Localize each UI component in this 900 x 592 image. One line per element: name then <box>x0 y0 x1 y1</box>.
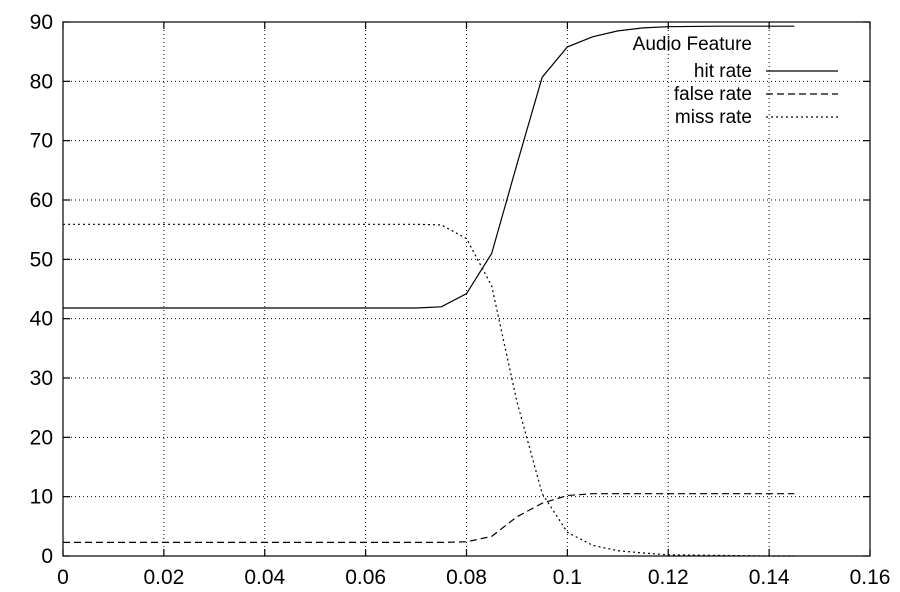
y-tick-label: 40 <box>30 308 53 331</box>
x-tick-label: 0.16 <box>850 566 891 589</box>
legend-label: hit rate <box>694 61 752 82</box>
x-tick-label: 0 <box>57 566 69 589</box>
y-tick-label: 30 <box>30 367 53 390</box>
y-tick-label: 20 <box>30 426 53 449</box>
x-tick-label: 0.12 <box>648 566 689 589</box>
x-tick-label: 0.02 <box>143 566 184 589</box>
axis-ticks: 0 0.02 0.04 0.06 0.08 0.1 0.12 0.14 0.16 0 10 20 30 4… <box>30 11 891 589</box>
x-tick-label: 0.06 <box>345 566 386 589</box>
plot-series <box>63 25 795 557</box>
series-line-false-rate <box>63 493 795 544</box>
y-tick-label: 80 <box>30 70 53 93</box>
y-tick-label: 70 <box>30 130 53 153</box>
series-line-miss-rate <box>63 223 795 557</box>
x-tick-label: 0.14 <box>749 566 790 589</box>
x-tick-label: 0.04 <box>244 566 285 589</box>
series-line-hit-rate <box>63 25 795 309</box>
y-tick-label: 60 <box>30 189 53 212</box>
y-tick-label: 10 <box>30 486 53 509</box>
legend-label: miss rate <box>675 107 752 128</box>
x-tick-label: 0.1 <box>553 566 582 589</box>
grid <box>63 22 870 556</box>
y-tick-label: 90 <box>30 11 53 34</box>
y-tick-label: 0 <box>41 545 53 568</box>
x-tick-label: 0.08 <box>446 566 487 589</box>
y-tick-label: 50 <box>30 248 53 271</box>
legend-title: Audio Feature <box>633 34 752 55</box>
legend-label: false rate <box>674 84 752 105</box>
